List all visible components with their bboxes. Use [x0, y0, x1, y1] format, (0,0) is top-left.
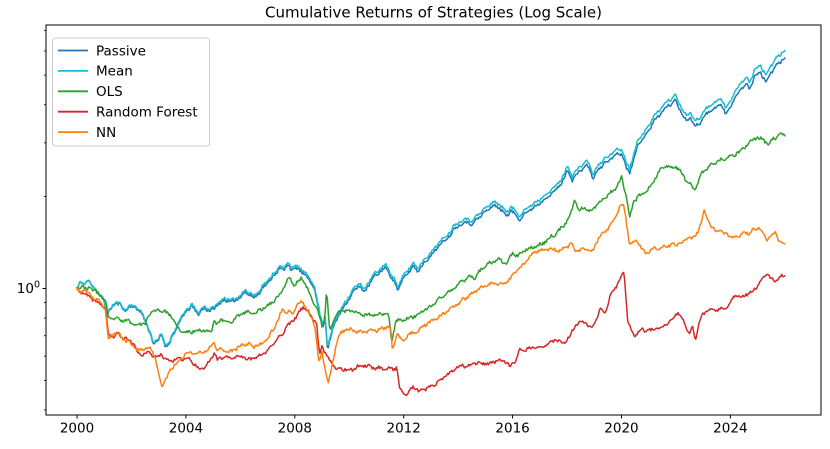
- legend: Passive Mean OLS Random Forest NN: [52, 37, 210, 147]
- series-line-random-forest: [76, 271, 786, 397]
- legend-label-passive: Passive: [96, 43, 146, 59]
- legend-label-random-forest: Random Forest: [96, 105, 198, 121]
- x-tick-label: 2020: [604, 421, 638, 437]
- legend-box: [52, 37, 210, 147]
- legend-label-nn: NN: [96, 125, 116, 141]
- series-line-nn: [76, 203, 786, 388]
- x-tick-label: 2008: [278, 421, 312, 437]
- series-lines: [76, 49, 786, 397]
- x-tick-label: 2012: [387, 421, 421, 437]
- plot-frame: [45, 24, 822, 416]
- chart-title: Cumulative Returns of Strategies (Log Sc…: [265, 4, 602, 22]
- x-tick-label: 2016: [495, 421, 529, 437]
- x-tick-label: 2004: [169, 421, 203, 437]
- axes-frame: [45, 24, 822, 416]
- x-tick-label: 2024: [713, 421, 747, 437]
- axis-ticks: 2000 2004 2008 2012 2016 2020 2024 100: [17, 30, 748, 437]
- legend-label-ols: OLS: [96, 84, 123, 100]
- legend-label-mean: Mean: [96, 64, 133, 80]
- series-line-mean: [76, 49, 786, 347]
- series-line-ols: [76, 132, 786, 342]
- y-major-tick-label: 100: [17, 279, 40, 297]
- x-tick-label: 2000: [60, 421, 94, 437]
